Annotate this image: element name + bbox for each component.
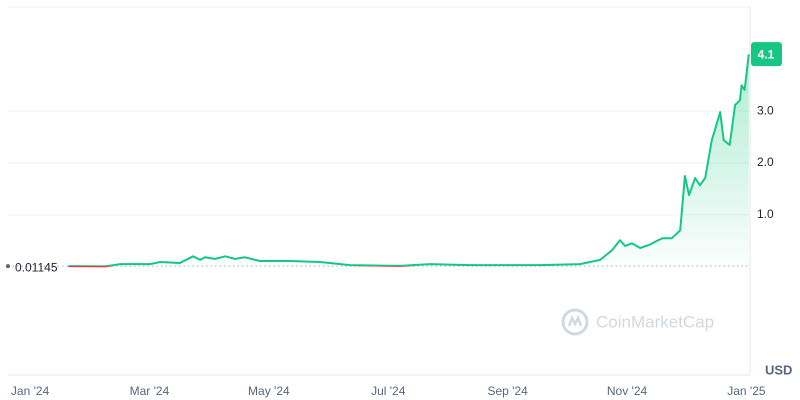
price-area: [68, 54, 749, 267]
x-tick-label: Sep '24: [487, 384, 528, 398]
price-tag: [751, 42, 782, 67]
watermark-logo: [561, 308, 589, 336]
reference-dot: [6, 264, 10, 269]
price-tag-label: 4.1: [758, 47, 775, 61]
x-tick-label: Mar '24: [130, 384, 170, 398]
x-tick-label: May '24: [248, 384, 290, 398]
watermark: CoinMarketCap: [596, 312, 714, 331]
x-tick-label: Nov '24: [607, 384, 648, 398]
x-tick-label: Jan '25: [727, 384, 766, 398]
y-tick-label: 1.0: [757, 207, 774, 221]
y-tick-label: 2.0: [757, 155, 774, 169]
watermark-logo-mark: [567, 314, 583, 327]
x-tick-label: Jan '24: [11, 384, 50, 398]
watermark-group: CoinMarketCap: [561, 308, 714, 336]
x-tick-label: Jul '24: [371, 384, 406, 398]
reference-label: 0.01145: [15, 260, 58, 274]
price-line: [68, 54, 750, 268]
y-unit-label: USD: [765, 362, 792, 377]
y-tick-label: 3.0: [757, 103, 774, 117]
